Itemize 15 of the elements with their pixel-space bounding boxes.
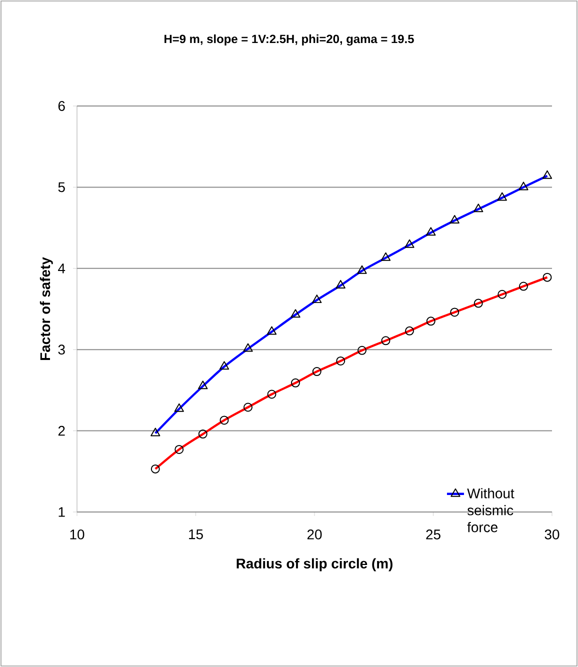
x-tick-label: 30: [544, 530, 560, 540]
y-tick-label: 5: [58, 182, 65, 192]
y-tick-label: 3: [58, 344, 65, 355]
x-axis-title: Radius of slip circle (m): [236, 558, 392, 572]
chart-title: H=9 m, slope = 1V:2.5H, phi=20, gama = 19.5: [164, 34, 414, 46]
y-tick-label: 6: [58, 101, 65, 111]
x-tick-label: 10: [70, 530, 84, 540]
x-tick-label: 20: [307, 530, 322, 540]
y-tick-label: 1: [58, 507, 65, 517]
y-tick-label: 4: [58, 264, 66, 274]
legend-label: Without seismic force: [467, 488, 514, 532]
x-tick-label: 15: [189, 530, 203, 540]
y-axis-title: Factor of safety: [40, 257, 53, 360]
y-tick-label: 2: [58, 426, 65, 436]
x-tick-label: 25: [426, 530, 440, 540]
